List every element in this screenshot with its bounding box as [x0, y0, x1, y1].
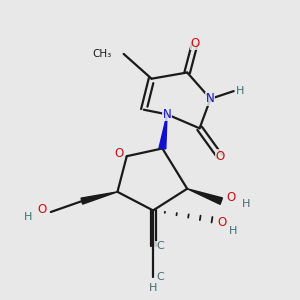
Text: C: C: [156, 241, 164, 251]
Text: N: N: [163, 108, 171, 121]
Polygon shape: [187, 189, 223, 204]
Text: O: O: [215, 150, 224, 163]
Polygon shape: [159, 114, 167, 149]
Text: O: O: [38, 203, 47, 216]
Text: H: H: [149, 283, 157, 293]
Text: H: H: [242, 199, 250, 208]
Text: O: O: [217, 216, 226, 229]
Text: O: O: [190, 37, 200, 50]
Text: H: H: [23, 212, 32, 222]
Text: H: H: [229, 226, 237, 236]
Text: CH₃: CH₃: [93, 49, 112, 59]
Text: O: O: [114, 147, 124, 160]
Text: H: H: [236, 86, 245, 96]
Text: N: N: [206, 92, 215, 105]
Polygon shape: [81, 192, 118, 204]
Text: C: C: [156, 272, 164, 282]
Text: O: O: [226, 191, 235, 204]
